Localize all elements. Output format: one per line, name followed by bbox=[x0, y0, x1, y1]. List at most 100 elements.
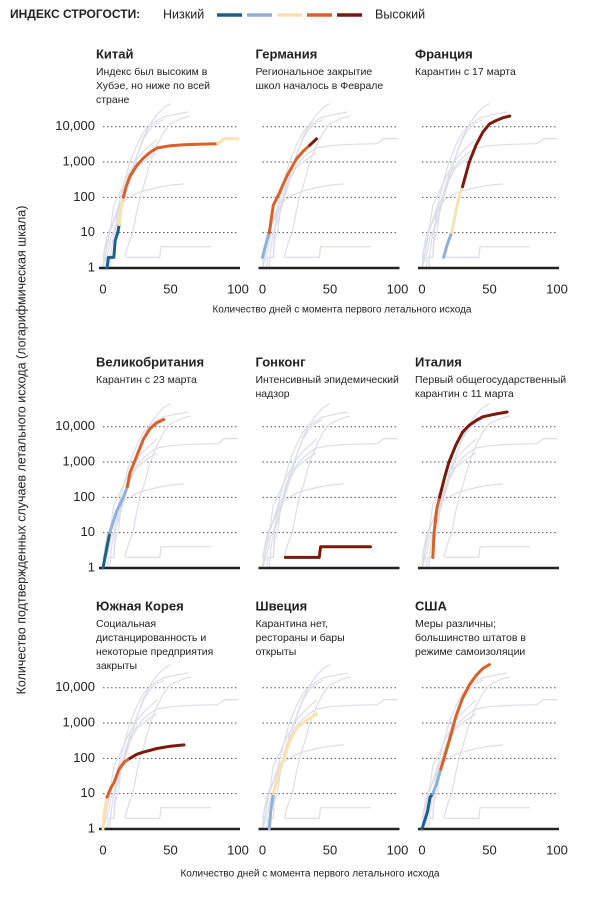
y-tick-label: 100 bbox=[73, 489, 95, 504]
background-line bbox=[109, 793, 115, 830]
background-line bbox=[261, 535, 268, 569]
background-line bbox=[536, 138, 557, 145]
background-line bbox=[261, 793, 270, 830]
background-line bbox=[266, 496, 290, 537]
x-tick-label: 100 bbox=[227, 281, 249, 296]
background-line bbox=[272, 207, 282, 233]
panel-subtitle: дистанцированность и bbox=[96, 632, 206, 644]
line-segment bbox=[420, 792, 435, 831]
background-line bbox=[272, 452, 317, 533]
x-tick-label: 50 bbox=[163, 281, 177, 296]
line-segment bbox=[271, 712, 318, 796]
y-tick-label: 10 bbox=[81, 785, 95, 800]
line-segment bbox=[439, 663, 491, 771]
line-segment bbox=[105, 756, 132, 799]
background-line bbox=[126, 246, 211, 258]
y-tick-label: 10 bbox=[81, 224, 95, 239]
panel-title: Великобритания bbox=[96, 354, 204, 369]
background-line bbox=[121, 664, 171, 770]
background-line bbox=[132, 186, 145, 233]
background-line bbox=[217, 438, 238, 445]
background-line bbox=[536, 699, 557, 706]
line-segment bbox=[125, 418, 166, 489]
background-line bbox=[142, 676, 191, 748]
background-line bbox=[283, 532, 293, 558]
y-tick-label: 10,000 bbox=[55, 679, 95, 694]
background-line bbox=[109, 532, 115, 569]
x-tick-label: 100 bbox=[546, 281, 568, 296]
line-segment bbox=[121, 142, 220, 199]
panel-title: Китай bbox=[96, 46, 134, 61]
background-line bbox=[289, 183, 344, 198]
panel-subtitle: Индекс был высоким в bbox=[96, 66, 208, 78]
background-line bbox=[461, 415, 510, 487]
background-line bbox=[109, 705, 151, 794]
background-line bbox=[124, 232, 134, 258]
background-line bbox=[282, 443, 378, 498]
panel-title: Гонконг bbox=[256, 354, 307, 369]
background-line bbox=[268, 444, 311, 533]
x-tick-label: 100 bbox=[387, 281, 409, 296]
y-tick-label: 1 bbox=[88, 820, 95, 835]
y-tick-label: 100 bbox=[73, 189, 95, 204]
background-line bbox=[109, 144, 151, 233]
x-tick-label: 0 bbox=[418, 842, 425, 857]
background-line bbox=[268, 705, 311, 794]
panel-subtitle: Социальная bbox=[96, 618, 156, 630]
background-line bbox=[421, 235, 427, 269]
background-line bbox=[106, 196, 131, 237]
background-line bbox=[102, 232, 111, 269]
line-segment bbox=[308, 137, 318, 147]
y-tick-label: 1,000 bbox=[62, 714, 95, 729]
x-tick-label: 0 bbox=[259, 281, 266, 296]
background-line bbox=[421, 232, 430, 269]
x-tick-label: 0 bbox=[259, 842, 266, 857]
y-tick-label: 1 bbox=[88, 559, 95, 574]
y-tick-label: 100 bbox=[73, 750, 95, 765]
line-segment bbox=[267, 792, 275, 831]
x-tick-label: 0 bbox=[99, 842, 106, 857]
background-line bbox=[376, 438, 398, 445]
panel-subtitle: надзор bbox=[256, 388, 290, 400]
background-line bbox=[309, 699, 317, 707]
background-line bbox=[109, 232, 115, 269]
background-line bbox=[468, 138, 477, 146]
background-line bbox=[122, 704, 218, 759]
line-segment bbox=[101, 531, 112, 570]
background-line bbox=[441, 443, 537, 498]
background-line bbox=[283, 232, 293, 258]
background-line bbox=[468, 699, 477, 707]
x-tick-label: 50 bbox=[482, 281, 496, 296]
background-line bbox=[129, 183, 185, 198]
background-line bbox=[102, 235, 108, 269]
panel-subtitle: Карантин с 23 марта bbox=[96, 374, 197, 386]
panel-subtitle: открыты bbox=[256, 646, 297, 658]
background-line bbox=[261, 532, 270, 569]
x-tick-label: 100 bbox=[546, 842, 568, 857]
background-line bbox=[421, 232, 434, 269]
background-line bbox=[102, 793, 115, 830]
line-segment bbox=[128, 743, 186, 760]
background-line bbox=[291, 486, 304, 533]
panel-subtitle: закрыты bbox=[96, 660, 137, 672]
background-line bbox=[428, 793, 434, 830]
panel-subtitle: большинство штатов в bbox=[415, 632, 526, 644]
background-line bbox=[444, 807, 530, 819]
panel-title: Южная Корея bbox=[96, 598, 184, 613]
background-line bbox=[113, 507, 123, 533]
background-line bbox=[443, 532, 453, 558]
background-line bbox=[461, 676, 510, 748]
background-line bbox=[149, 699, 158, 707]
background-line bbox=[121, 403, 171, 509]
panel-title: Франция bbox=[415, 46, 473, 61]
panel-subtitle: некоторые предприятия bbox=[96, 646, 213, 658]
panel-subtitle: карантин с 11 марта bbox=[415, 388, 514, 400]
background-line bbox=[272, 152, 317, 233]
background-line bbox=[291, 186, 304, 233]
background-line bbox=[425, 196, 450, 237]
background-line bbox=[432, 452, 477, 533]
background-line bbox=[421, 532, 430, 569]
background-line bbox=[282, 143, 378, 198]
panel-subtitle: Карантина нет, bbox=[256, 618, 329, 630]
